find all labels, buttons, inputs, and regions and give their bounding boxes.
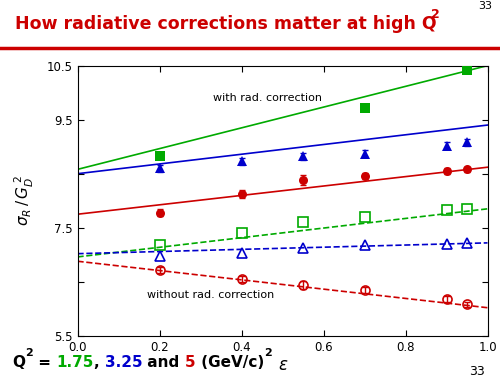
- Text: with rad. correction: with rad. correction: [213, 93, 322, 103]
- Text: 2: 2: [431, 8, 440, 21]
- Text: 1.75: 1.75: [56, 355, 94, 370]
- Text: 2: 2: [26, 348, 33, 358]
- Text: (GeV/c): (GeV/c): [196, 355, 264, 370]
- Text: Q: Q: [12, 355, 26, 370]
- Text: How radiative corrections matter at high Q: How radiative corrections matter at high…: [15, 15, 436, 32]
- X-axis label: ε: ε: [278, 356, 287, 374]
- Text: 2: 2: [264, 348, 272, 358]
- Text: and: and: [142, 355, 185, 370]
- Text: =: =: [33, 355, 56, 370]
- Text: 33: 33: [478, 1, 492, 11]
- Text: 33: 33: [469, 365, 485, 378]
- Text: 5: 5: [185, 355, 196, 370]
- Text: $\sigma_R\,/\,G_D^{\;2}$: $\sigma_R\,/\,G_D^{\;2}$: [12, 175, 36, 226]
- Text: 3.25: 3.25: [105, 355, 142, 370]
- Text: ,: ,: [94, 355, 105, 370]
- Text: without rad. correction: without rad. correction: [147, 290, 274, 300]
